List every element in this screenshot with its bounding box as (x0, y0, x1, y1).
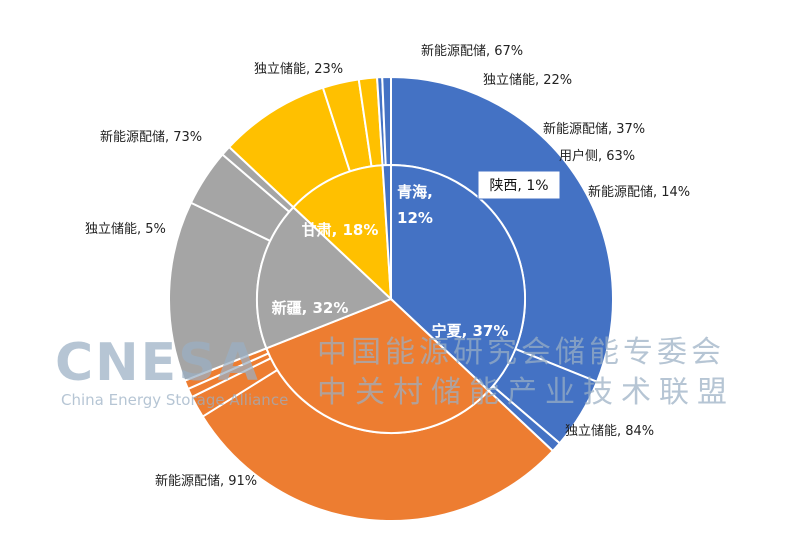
outer-label: 新能源配储, 67% (421, 43, 523, 59)
inner-label: 宁夏, 37% (432, 322, 509, 340)
inner-label: 陕西, 1% (489, 178, 548, 194)
outer-label: 用户侧, 63% (559, 148, 635, 164)
inner-label: 甘肃, 18% (302, 221, 379, 239)
outer-label: 独立储能, 5% (85, 222, 166, 237)
outer-label: 独立储能, 23% (254, 62, 343, 77)
inner-slice (256, 205, 393, 350)
inner-label: 青海, 12% (397, 183, 433, 227)
outer-label: 新能源配储, 37% (543, 121, 645, 137)
inner-slice (390, 163, 526, 393)
outer-label: 独立储能, 84% (565, 424, 654, 439)
outer-label: 新能源配储, 14% (588, 184, 690, 200)
outer-label: 新能源配储, 73% (100, 129, 202, 145)
outer-label: 独立储能, 22% (483, 73, 572, 88)
outer-label: 新能源配储, 91% (155, 473, 257, 489)
inner-slice (381, 163, 392, 300)
inner-label: 新疆, 32% (272, 299, 349, 317)
callout-box (477, 170, 561, 200)
inner-slice (265, 297, 491, 434)
inner-slice (291, 164, 393, 302)
